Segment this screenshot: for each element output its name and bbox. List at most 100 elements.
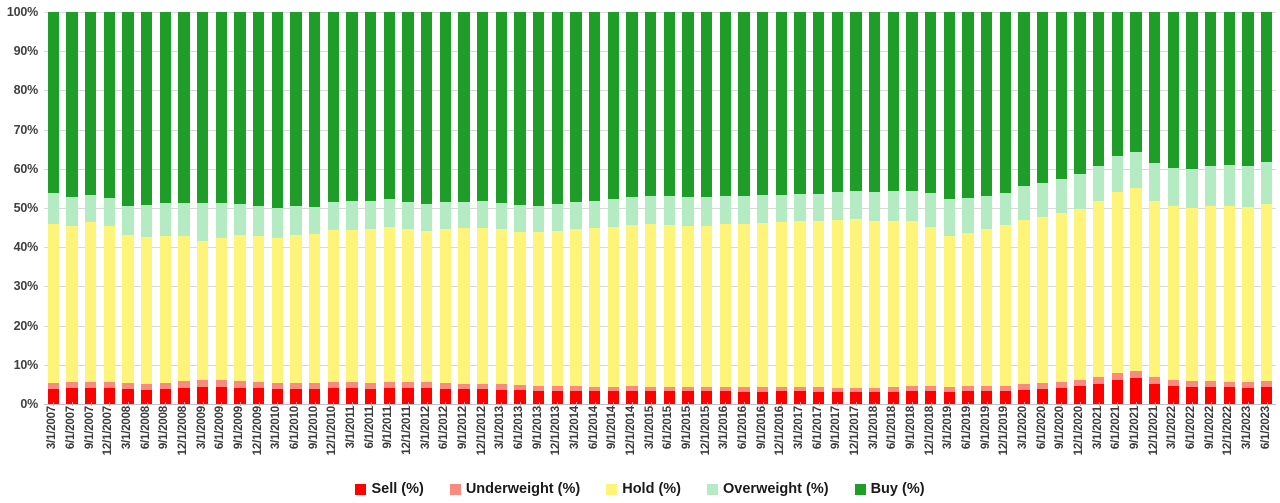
bar-stack[interactable]	[719, 12, 731, 404]
bar-stack[interactable]	[663, 12, 675, 404]
bar-segment-overweight[interactable]	[533, 205, 545, 233]
bar-segment-sell[interactable]	[757, 391, 769, 404]
bar-segment-hold[interactable]	[626, 225, 638, 386]
bar-stack[interactable]	[309, 12, 321, 404]
bar-segment-overweight[interactable]	[365, 200, 377, 230]
bar-segment-sell[interactable]	[477, 389, 489, 404]
bar-segment-buy[interactable]	[999, 12, 1011, 194]
bar-segment-buy[interactable]	[215, 12, 227, 203]
bar-segment-underweight[interactable]	[869, 387, 881, 393]
bar-stack[interactable]	[1018, 12, 1030, 404]
bar-segment-buy[interactable]	[757, 12, 769, 196]
bar-segment-overweight[interactable]	[1167, 168, 1179, 207]
bar-segment-overweight[interactable]	[327, 201, 339, 230]
bar-segment-buy[interactable]	[383, 12, 395, 200]
bar-segment-sell[interactable]	[66, 388, 78, 404]
bar-segment-hold[interactable]	[1074, 208, 1086, 380]
bar-segment-underweight[interactable]	[122, 382, 134, 389]
bar-segment-underweight[interactable]	[383, 382, 395, 389]
bar-segment-buy[interactable]	[159, 12, 171, 204]
bar-segment-overweight[interactable]	[813, 193, 825, 221]
bar-segment-hold[interactable]	[271, 237, 283, 383]
bar-stack[interactable]	[757, 12, 769, 404]
bar-stack[interactable]	[178, 12, 190, 404]
bar-segment-buy[interactable]	[290, 12, 302, 207]
bar-segment-underweight[interactable]	[271, 382, 283, 389]
bar-stack[interactable]	[1093, 12, 1105, 404]
bar-stack[interactable]	[626, 12, 638, 404]
bar-segment-buy[interactable]	[1111, 12, 1123, 157]
legend-item-underweight[interactable]: Underweight (%)	[449, 481, 580, 497]
bar-segment-buy[interactable]	[962, 12, 974, 198]
bar-stack[interactable]	[813, 12, 825, 404]
bar-stack[interactable]	[551, 12, 563, 404]
bar-segment-buy[interactable]	[775, 12, 787, 195]
bar-segment-hold[interactable]	[1149, 200, 1161, 378]
bar-segment-hold[interactable]	[234, 235, 246, 381]
bar-stack[interactable]	[1167, 12, 1179, 404]
bar-segment-hold[interactable]	[981, 228, 993, 387]
bar-segment-underweight[interactable]	[701, 386, 713, 392]
bar-segment-sell[interactable]	[607, 391, 619, 404]
bar-segment-hold[interactable]	[327, 229, 339, 383]
bar-segment-buy[interactable]	[551, 12, 563, 205]
bar-segment-hold[interactable]	[402, 229, 414, 383]
bar-segment-underweight[interactable]	[906, 385, 918, 392]
bar-segment-overweight[interactable]	[570, 201, 582, 230]
bar-segment-buy[interactable]	[1130, 12, 1142, 152]
bar-segment-underweight[interactable]	[663, 386, 675, 392]
bar-segment-hold[interactable]	[141, 237, 153, 384]
bar-stack[interactable]	[570, 12, 582, 404]
bar-segment-underweight[interactable]	[775, 386, 787, 392]
bar-stack[interactable]	[383, 12, 395, 404]
bar-segment-hold[interactable]	[1205, 206, 1217, 382]
bar-segment-hold[interactable]	[458, 228, 470, 384]
bar-segment-overweight[interactable]	[141, 204, 153, 238]
bar-stack[interactable]	[1130, 12, 1142, 404]
bar-segment-sell[interactable]	[869, 392, 881, 404]
legend-item-hold[interactable]: Hold (%)	[606, 481, 681, 497]
bar-segment-sell[interactable]	[495, 389, 507, 404]
bar-segment-buy[interactable]	[1167, 12, 1179, 169]
bar-segment-buy[interactable]	[1261, 12, 1273, 162]
bar-segment-buy[interactable]	[738, 12, 750, 196]
bar-segment-sell[interactable]	[1242, 387, 1254, 404]
bar-segment-buy[interactable]	[1093, 12, 1105, 166]
bar-segment-buy[interactable]	[477, 12, 489, 201]
bar-segment-hold[interactable]	[1093, 200, 1105, 377]
bar-segment-overweight[interactable]	[159, 203, 171, 237]
bar-segment-sell[interactable]	[533, 390, 545, 404]
bar-segment-sell[interactable]	[271, 388, 283, 404]
bar-stack[interactable]	[1111, 12, 1123, 404]
bar-stack[interactable]	[197, 12, 209, 404]
bar-segment-sell[interactable]	[141, 389, 153, 404]
bar-segment-overweight[interactable]	[309, 206, 321, 235]
bar-segment-hold[interactable]	[253, 236, 265, 383]
bar-segment-underweight[interactable]	[66, 381, 78, 389]
bar-segment-underweight[interactable]	[514, 385, 526, 391]
bar-segment-underweight[interactable]	[477, 383, 489, 390]
bar-segment-hold[interactable]	[159, 236, 171, 383]
bar-segment-overweight[interactable]	[1261, 161, 1273, 205]
bar-segment-buy[interactable]	[906, 12, 918, 191]
bar-stack[interactable]	[458, 12, 470, 404]
bar-segment-buy[interactable]	[869, 12, 881, 193]
bar-segment-sell[interactable]	[383, 388, 395, 404]
bar-segment-hold[interactable]	[1186, 208, 1198, 382]
bar-segment-buy[interactable]	[346, 12, 358, 202]
bar-segment-underweight[interactable]	[1055, 381, 1067, 388]
bar-segment-overweight[interactable]	[1130, 151, 1142, 189]
bar-stack[interactable]	[533, 12, 545, 404]
bar-segment-buy[interactable]	[1149, 12, 1161, 164]
bar-segment-overweight[interactable]	[122, 205, 134, 236]
bar-segment-sell[interactable]	[159, 389, 171, 404]
bar-segment-overweight[interactable]	[1223, 165, 1235, 207]
bar-segment-buy[interactable]	[327, 12, 339, 202]
bar-stack[interactable]	[925, 12, 937, 404]
bar-segment-overweight[interactable]	[402, 201, 414, 230]
bar-segment-buy[interactable]	[1055, 12, 1067, 180]
bar-stack[interactable]	[47, 12, 59, 404]
bar-stack[interactable]	[887, 12, 899, 404]
bar-segment-buy[interactable]	[421, 12, 433, 204]
bar-segment-hold[interactable]	[1167, 206, 1179, 381]
